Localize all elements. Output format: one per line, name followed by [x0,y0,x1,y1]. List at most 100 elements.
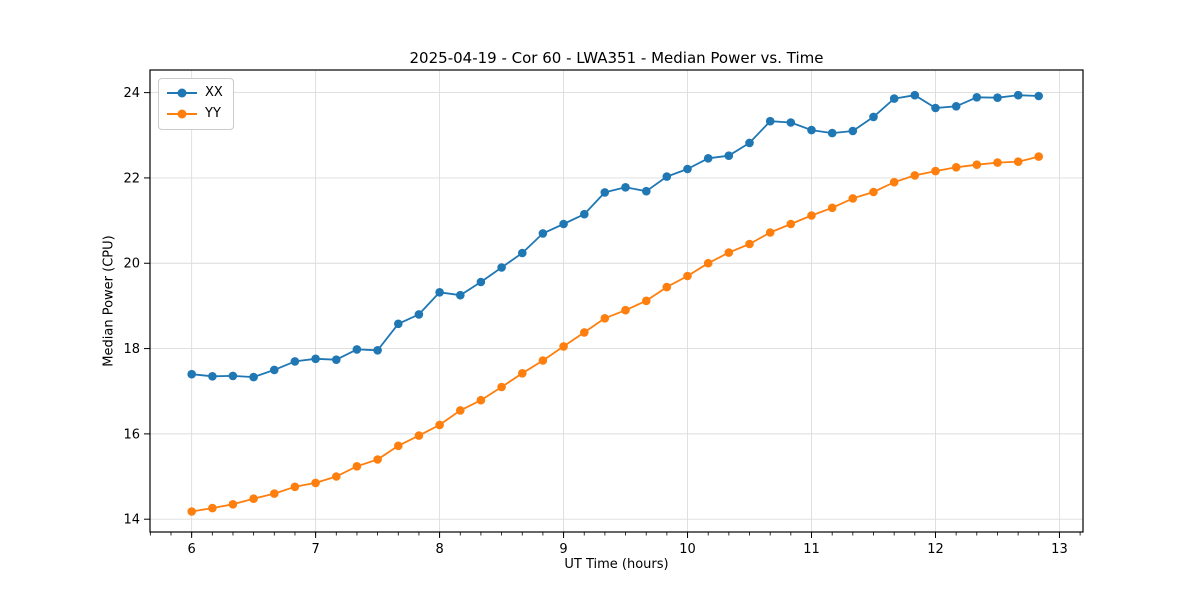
data-point-yy [765,228,775,237]
data-point-yy [580,328,589,337]
data-point-yy [518,369,527,378]
series-line-xx [190,94,1040,379]
data-point-yy [414,431,424,440]
data-point-xx [786,118,796,127]
data-point-yy [249,494,258,504]
data-point-xx [228,371,238,381]
x-tick-label: 12 [927,542,944,557]
y-tick-label: 18 [123,342,140,357]
x-tick-label: 11 [803,542,820,557]
data-point-xx [394,319,403,329]
x-tick-label: 9 [559,542,567,557]
data-point-yy [869,187,878,197]
y-axis-label: Median Power (CPU) [101,235,117,367]
y-tick-label: 16 [123,427,140,442]
data-point-yy [1034,152,1043,161]
data-point-yy [931,166,940,176]
data-point-xx [580,209,589,219]
data-point-xx [951,102,961,111]
data-point-yy [993,158,1002,167]
plot-border [149,69,1084,533]
data-point-yy [311,478,320,488]
data-point-yy [889,177,899,187]
data-point-xx [848,126,858,136]
data-point-xx [662,172,672,181]
data-point-yy [642,296,651,306]
legend-line-marker-icon [167,105,197,123]
data-point-yy [848,194,858,203]
data-point-xx [538,229,548,238]
data-point-yy [827,203,837,213]
data-point-yy [456,406,465,415]
y-tick-label: 14 [123,513,140,528]
chart-title: 2025-04-19 - Cor 60 - LWA351 - Median Po… [409,49,824,67]
data-point-xx [972,93,982,102]
data-point-yy [972,160,982,169]
data-point-xx [621,183,630,192]
x-tick-label: 13 [1051,542,1068,557]
data-point-xx [642,186,651,196]
data-point-yy [435,420,444,430]
data-point-xx [559,219,568,229]
data-point-xx [683,164,692,174]
data-point-yy [910,171,920,180]
y-tick-label: 24 [123,86,140,101]
data-point-xx [497,263,506,272]
data-point-xx [270,365,279,375]
data-point-yy [373,455,382,464]
x-tick-label: 7 [311,542,319,557]
x-tick-label: 6 [188,542,196,557]
x-tick-label: 8 [435,542,443,557]
data-point-yy [394,441,403,451]
data-point-yy [662,282,672,292]
x-tick-label: 10 [679,542,696,557]
data-point-xx [703,154,713,163]
data-point-xx [889,94,899,103]
data-point-yy [497,382,506,392]
data-point-xx [311,354,320,364]
data-point-xx [600,188,610,197]
data-point-yy [703,258,713,268]
data-point-xx [765,116,775,126]
data-point-xx [1034,91,1043,101]
data-point-yy [683,271,692,281]
data-point-yy [951,163,961,172]
y-tick-label: 22 [123,171,140,186]
data-point-xx [869,112,878,122]
data-point-xx [910,90,920,100]
data-point-xx [290,357,300,366]
data-point-xx [993,93,1002,102]
data-point-yy [600,314,610,323]
data-point-xx [931,103,940,113]
series-line-yy [190,155,1040,513]
data-point-xx [352,345,362,354]
data-point-yy [208,503,217,513]
data-point-yy [476,395,486,405]
data-point-xx [827,128,837,138]
data-point-yy [621,305,630,315]
data-point-yy [332,472,341,481]
x-axis-label: UT Time (hours) [564,557,669,572]
data-point-yy [786,219,796,229]
legend-item-xx: XX [167,84,223,102]
data-point-yy [352,462,362,471]
data-point-xx [208,372,217,381]
legend-item-yy: YY [167,105,223,123]
data-point-yy [745,239,754,249]
legend: XX YY [158,78,234,130]
data-point-xx [414,310,424,319]
data-point-xx [476,277,486,287]
data-point-yy [559,342,568,351]
data-point-xx [435,288,444,297]
legend-line-marker-icon [167,84,197,102]
legend-label-yy: YY [205,106,221,121]
data-point-yy [270,489,279,498]
data-point-yy [807,211,816,220]
data-point-xx [1013,90,1023,100]
data-point-xx [249,372,258,382]
data-point-xx [724,151,734,160]
data-point-yy [187,507,196,516]
data-point-xx [518,248,527,258]
